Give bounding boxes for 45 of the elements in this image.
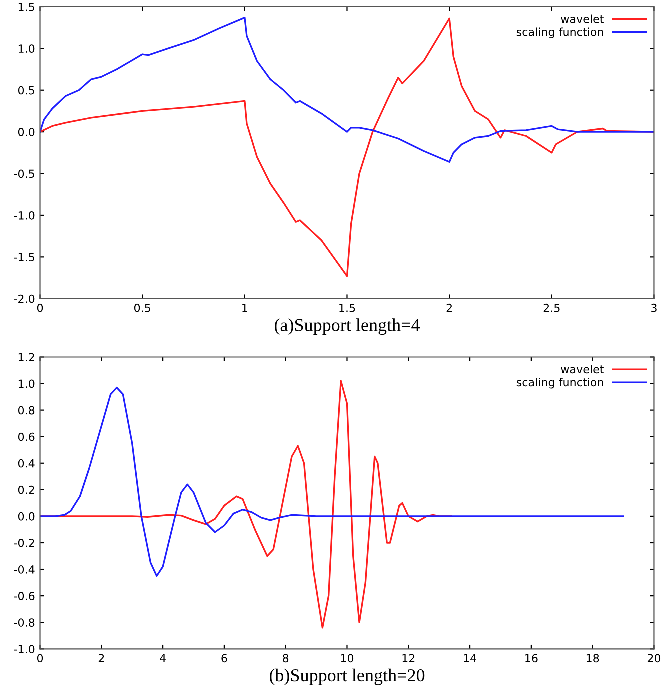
x-tick-label: 3 [652,304,657,312]
x-tick-label: 1.5 [340,304,356,312]
y-tick-label: -0.5 [14,170,34,178]
x-tick-label: 2 [446,304,452,312]
y-tick-label: -1.5 [14,253,34,262]
x-tick-label: 0 [37,304,44,312]
y-tick-label: 1.0 [18,380,35,388]
y-tick-label: 0.4 [18,459,35,468]
y-tick-label: 1.5 [18,3,34,12]
x-tick-label: 4 [160,654,166,662]
x-tick-label: 16 [526,654,538,663]
y-tick-label: 0.8 [18,406,35,415]
y-tick-label: -0.4 [14,566,35,574]
x-tick-label: 0.5 [134,304,150,312]
y-tick-label: -1.0 [14,645,35,654]
y-tick-label: -0.6 [14,592,35,600]
legend-label: wavelet [561,14,604,24]
legend-label: scaling function [516,378,604,389]
legend-label: wavelet [561,365,604,374]
x-axis-title: (b)Support length=20 [270,668,425,686]
x-tick-label: 12 [402,654,415,662]
y-tick-label: -0.2 [14,538,34,548]
y-tick-label: 0.6 [18,432,35,442]
x-axis-title: (a)Support length=4 [275,318,420,336]
line-series [40,16,654,163]
y-tick-label: 1.0 [18,44,35,54]
x-tick-label: 8 [283,654,289,663]
legend-label: scaling function [516,28,604,38]
y-tick-label: 0.0 [18,128,35,136]
y-tick-label: -1.0 [14,211,35,220]
y-tick-label: 1.2 [18,353,34,362]
x-tick-label: 1 [242,304,248,312]
x-tick-label: 2.5 [544,304,560,312]
x-tick-label: 18 [586,654,600,663]
y-tick-label: -0.8 [14,618,35,627]
x-tick-label: 6 [222,654,228,663]
y-tick-label: 0.2 [18,486,34,494]
x-tick-label: 0 [37,654,44,663]
x-tick-label: 14 [464,654,476,662]
y-tick-label: 0.0 [18,512,35,521]
x-tick-label: 10 [341,654,354,663]
x-tick-label: 2 [98,654,104,662]
x-tick-label: 20 [648,654,661,663]
y-tick-label: 0.5 [18,86,34,95]
y-tick-label: -2.0 [14,294,35,304]
